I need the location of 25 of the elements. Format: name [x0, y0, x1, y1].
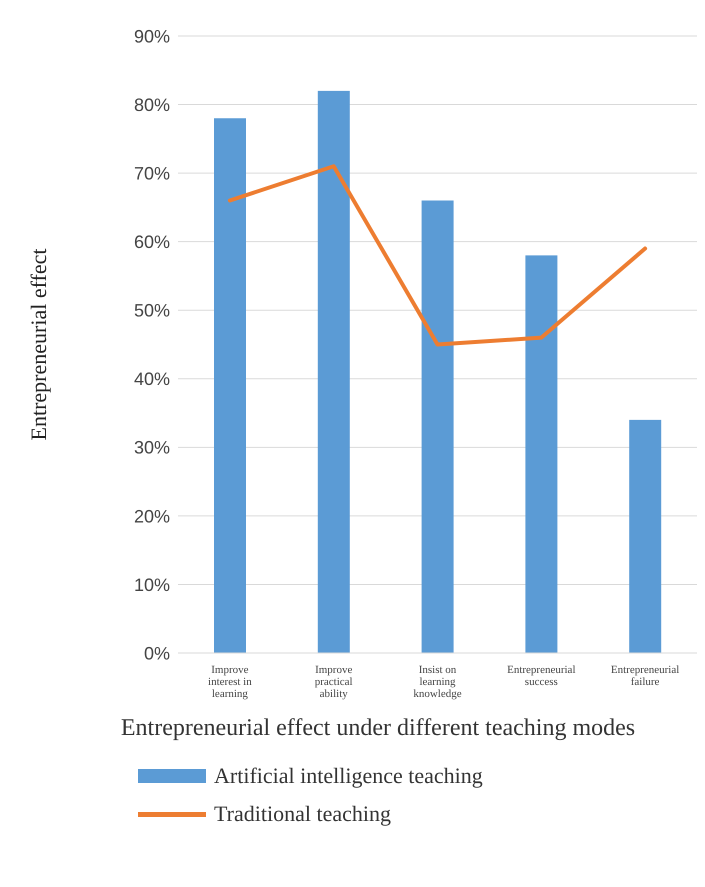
legend-label: Artificial intelligence teaching: [214, 763, 483, 789]
bar: [214, 118, 246, 653]
bar: [525, 255, 558, 653]
y-tick-label: 80%: [134, 94, 170, 115]
bar: [318, 90, 350, 653]
x-tick-label: Entrepreneurial success: [507, 664, 576, 688]
y-axis-title: Entrepreneurial effect: [26, 248, 51, 440]
y-tick-label: 30%: [134, 438, 170, 458]
y-tick-label: 90%: [134, 26, 170, 46]
line-series: [228, 164, 648, 346]
bar: [629, 420, 662, 653]
x-tick-label: Entrepreneurial failure: [610, 664, 680, 688]
y-tick-label: 50%: [134, 300, 170, 321]
bar: [422, 200, 454, 653]
y-tick-label: 60%: [134, 232, 170, 252]
y-tick-label: 20%: [134, 506, 170, 526]
legend-label: Traditional teaching: [214, 801, 391, 827]
x-tick-label: Insist on learning knowledge: [413, 664, 462, 700]
y-tick-label: 70%: [134, 164, 170, 184]
y-tick-label: 40%: [134, 369, 170, 390]
y-tick-label: 0%: [144, 643, 170, 664]
x-tick-label: Improve interest in learning: [208, 664, 252, 700]
y-tick-label: 10%: [134, 574, 170, 595]
x-tick-label: Improve practical ability: [314, 664, 353, 700]
x-axis-title: Entrepreneurial effect under different teaching modes: [120, 714, 636, 743]
